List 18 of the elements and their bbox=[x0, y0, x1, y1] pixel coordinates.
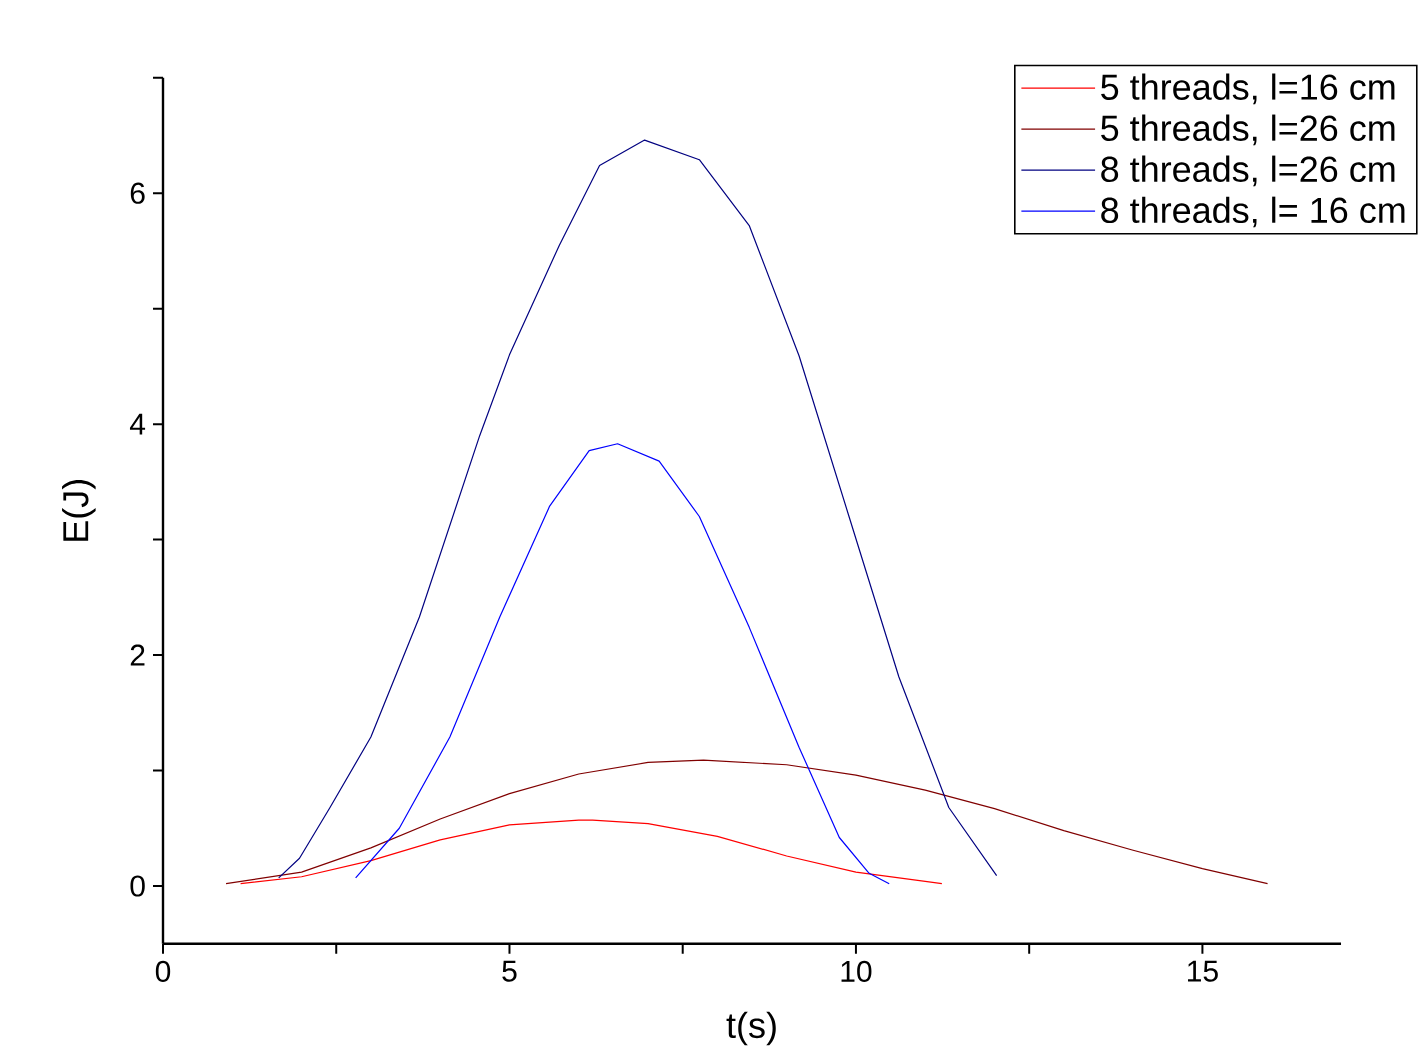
y-tick-label: 2 bbox=[130, 644, 145, 666]
legend-label: 8 threads, l= 16 cm bbox=[1101, 196, 1405, 228]
x-tick-label: 10 bbox=[841, 960, 872, 983]
y-tick-label: 0 bbox=[130, 875, 145, 897]
legend-label: 5 threads, l=16 cm bbox=[1101, 73, 1395, 105]
x-tick-label: 5 bbox=[502, 960, 517, 982]
line-series bbox=[355, 443, 890, 885]
x-tick-label: 15 bbox=[1188, 960, 1218, 982]
legend-label: 5 threads, l=26 cm bbox=[1101, 114, 1395, 146]
x-tick-label: 0 bbox=[155, 960, 171, 983]
line-series bbox=[278, 139, 998, 879]
y-axis-title: E(J) bbox=[62, 480, 96, 541]
line-series bbox=[240, 819, 943, 885]
y-tick-label: 6 bbox=[130, 182, 145, 204]
line-series bbox=[225, 759, 1269, 885]
x-axis-title: t(s) bbox=[726, 1011, 776, 1046]
legend-label: 8 threads, l=26 cm bbox=[1101, 155, 1395, 187]
y-tick-label: 4 bbox=[129, 413, 146, 435]
